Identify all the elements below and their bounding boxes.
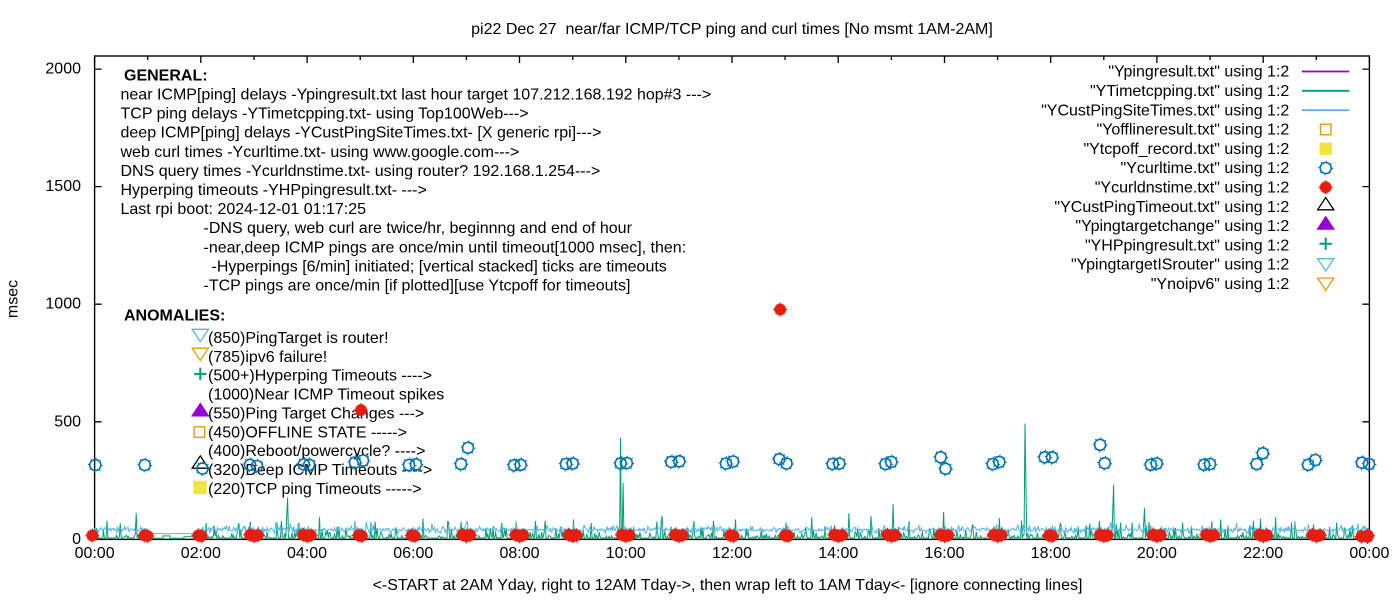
svg-text:10:00: 10:00 [606, 545, 646, 562]
svg-text:"YCustPingTimeout.txt" using 1: "YCustPingTimeout.txt" using 1:2 [1054, 199, 1289, 216]
svg-text:"Ypingtargetchange" using 1:2: "Ypingtargetchange" using 1:2 [1075, 218, 1289, 235]
svg-text:00:00: 00:00 [1349, 545, 1389, 562]
svg-text:02:00: 02:00 [181, 545, 221, 562]
svg-text:TCP ping delays -YTimetcpping.: TCP ping delays -YTimetcpping.txt- using… [121, 106, 529, 123]
svg-text:-DNS query, web curl are twice: -DNS query, web curl are twice/hr, begin… [204, 220, 633, 237]
svg-text:(550)Ping Target Changes --->: (550)Ping Target Changes ---> [208, 405, 424, 422]
svg-text:(850)PingTarget is router!: (850)PingTarget is router! [208, 330, 389, 347]
svg-text:22:00: 22:00 [1243, 545, 1283, 562]
svg-text:"Ynoipv6" using 1:2: "Ynoipv6" using 1:2 [1151, 276, 1290, 293]
svg-text:near ICMP[ping] delays -Ypingr: near ICMP[ping] delays -Ypingresult.txt … [121, 87, 712, 104]
svg-text:04:00: 04:00 [287, 545, 327, 562]
svg-text:"YCustPingSiteTimes.txt" using: "YCustPingSiteTimes.txt" using 1:2 [1041, 102, 1289, 119]
svg-text:(500+)Hyperping Timeouts ---->: (500+)Hyperping Timeouts ----> [208, 368, 432, 385]
svg-text:"YHPpingresult.txt" using 1:2: "YHPpingresult.txt" using 1:2 [1085, 237, 1289, 254]
svg-text:"YpingtargetISrouter" using 1:: "YpingtargetISrouter" using 1:2 [1071, 257, 1289, 274]
svg-text:"Ypingresult.txt" using 1:2: "Ypingresult.txt" using 1:2 [1108, 64, 1289, 81]
svg-text:08:00: 08:00 [500, 545, 540, 562]
svg-text:-Hyperpings [6/min] initiated;: -Hyperpings [6/min] initiated; [vertical… [212, 258, 667, 275]
svg-text:web curl times -Ycurltime.txt-: web curl times -Ycurltime.txt- using www… [120, 144, 520, 161]
svg-text:<-START at 2AM Yday, right to: <-START at 2AM Yday, right to 12AM Tday-… [373, 577, 1083, 594]
svg-text:"Yofflineresult.txt" using 1:2: "Yofflineresult.txt" using 1:2 [1096, 122, 1289, 139]
svg-text:06:00: 06:00 [393, 545, 433, 562]
svg-text:"YTimetcpping.txt" using 1:2: "YTimetcpping.txt" using 1:2 [1090, 83, 1289, 100]
svg-text:(220)TCP ping Timeouts ----->: (220)TCP ping Timeouts -----> [208, 481, 422, 498]
svg-text:msec: msec [5, 280, 22, 318]
svg-text:1500: 1500 [45, 178, 81, 195]
svg-text:500: 500 [54, 413, 81, 430]
svg-text:(1000)Near ICMP Timeout spikes: (1000)Near ICMP Timeout spikes [208, 387, 444, 404]
svg-text:DNS query times -Ycurldnstime.: DNS query times -Ycurldnstime.txt- using… [121, 163, 601, 180]
svg-text:"Ycurldnstime.txt" using 1:2: "Ycurldnstime.txt" using 1:2 [1095, 180, 1290, 197]
svg-text:(450)OFFLINE STATE ----->: (450)OFFLINE STATE -----> [208, 424, 407, 441]
svg-text:00:00: 00:00 [75, 545, 115, 562]
svg-text:12:00: 12:00 [712, 545, 752, 562]
svg-text:18:00: 18:00 [1031, 545, 1071, 562]
svg-text:20:00: 20:00 [1137, 545, 1177, 562]
svg-text:(785)ipv6 failure!: (785)ipv6 failure! [208, 349, 327, 366]
svg-text:deep ICMP[ping] delays -YCustP: deep ICMP[ping] delays -YCustPingSiteTim… [121, 125, 602, 142]
svg-text:-near,deep ICMP pings are once: -near,deep ICMP pings are once/min until… [204, 239, 687, 256]
svg-text:"Ycurltime.txt" using 1:2: "Ycurltime.txt" using 1:2 [1121, 160, 1290, 177]
svg-text:GENERAL:: GENERAL: [124, 67, 208, 84]
svg-text:(400)Reboot/powercycle? ---->: (400)Reboot/powercycle? ----> [208, 443, 425, 460]
svg-text:1000: 1000 [45, 296, 81, 313]
svg-text:-TCP pings are once/min [if pl: -TCP pings are once/min [if plotted][use… [204, 277, 631, 294]
svg-text:Hyperping timeouts -YHPpingres: Hyperping timeouts -YHPpingresult.txt- -… [121, 182, 427, 199]
svg-text:"Ytcpoff_record.txt" using 1:2: "Ytcpoff_record.txt" using 1:2 [1083, 141, 1289, 158]
svg-text:16:00: 16:00 [924, 545, 964, 562]
svg-text:14:00: 14:00 [818, 545, 858, 562]
svg-text:(320)Deep ICMP Timeouts ---->: (320)Deep ICMP Timeouts ----> [208, 462, 432, 479]
svg-text:pi22 Dec 27 near/far ICMP/TCP: pi22 Dec 27 near/far ICMP/TCP ping and c… [471, 21, 993, 38]
svg-text:Last rpi boot: 2024-12-01 01:1: Last rpi boot: 2024-12-01 01:17:25 [121, 201, 367, 218]
svg-text:2000: 2000 [45, 61, 81, 78]
svg-text:0: 0 [72, 531, 81, 548]
svg-text:ANOMALIES:: ANOMALIES: [124, 307, 225, 324]
